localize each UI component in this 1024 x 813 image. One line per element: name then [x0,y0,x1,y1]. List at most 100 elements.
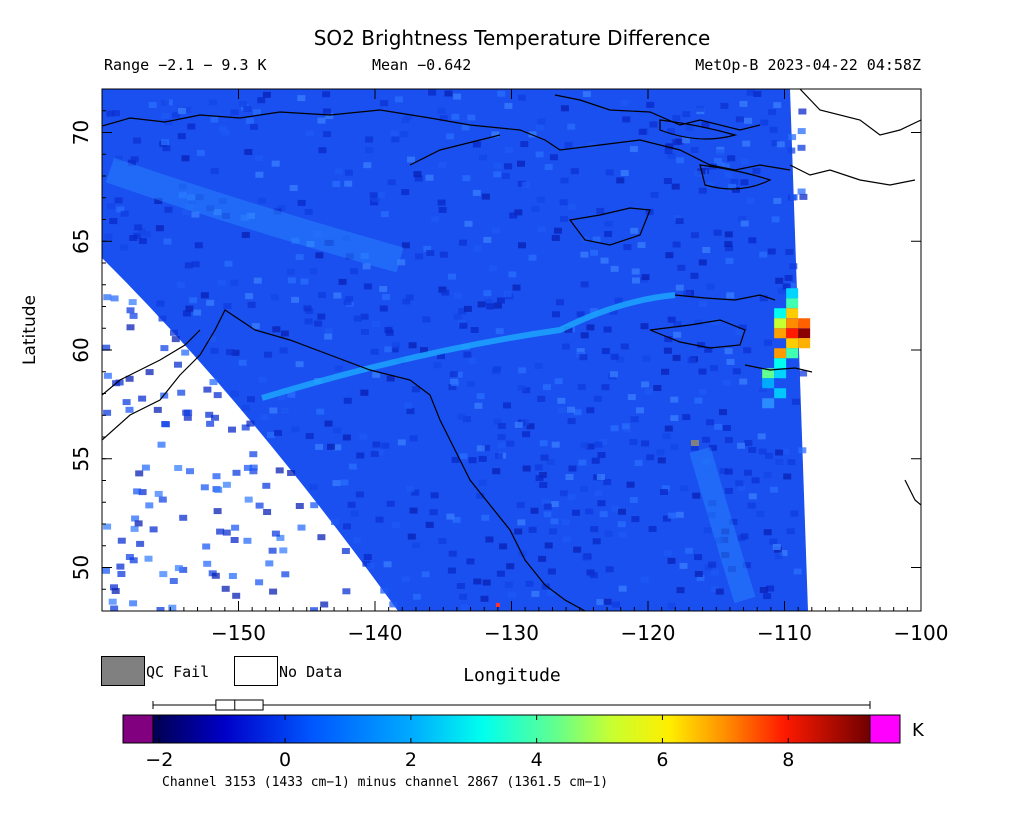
swath-pixel [694,319,703,326]
swath-pixel [370,199,379,206]
swath-pixel [564,142,573,149]
swath-pixel [508,592,516,598]
swath-pixel [605,169,614,176]
swath-pixel [145,502,154,509]
swath-pixel [276,534,285,541]
swath-pixel [634,460,643,466]
swath-pixel [169,578,178,584]
swath-pixel [213,392,222,399]
swath-pixel [133,488,142,495]
lon-tick-label: −140 [348,621,403,645]
swath-pixel [630,227,639,234]
swath-pixel [444,90,453,97]
swath-pixel [459,322,468,329]
swath-pixel [382,294,391,300]
swath-pixel [789,194,798,201]
swath-pixel [586,324,595,331]
swath-pixel [184,262,193,269]
swath-pixel [722,425,731,431]
swath-pixel [324,333,333,340]
swath-pixel [769,538,778,545]
swath-pixel [247,301,256,308]
swath-pixel [748,493,757,500]
swath-pixel [601,348,610,355]
swath-pixel [457,413,466,420]
swath-pixel [322,91,331,98]
swath-pixel [243,105,252,112]
colorbar-tick-label: 8 [782,749,794,771]
swath-pixel [344,169,353,176]
swath-pixel [564,326,573,333]
swath-pixel [223,303,232,309]
swath-pixel [164,206,173,213]
swath-pixel [539,482,548,488]
swath-pixel [663,347,672,354]
swath-pixel [222,529,231,536]
swath-pixel [397,259,406,266]
swath-pixel [210,116,219,123]
swath-pixel [208,336,217,343]
swath-pixel [350,510,359,517]
swath-pixel [610,353,619,360]
swath-pixel [454,371,463,378]
swath-pixel [277,394,286,401]
swath-pixel [172,112,181,119]
swath-pixel [342,434,351,441]
swath-pixel [586,443,595,450]
swath-pixel [798,447,807,454]
swath-pixel [154,490,163,497]
swath-pixel [620,343,629,350]
swath-pixel [725,257,734,264]
swath-pixel [618,585,627,592]
swath-pixel [304,208,313,215]
swath-pixel [517,180,526,187]
swath-pixel [200,292,209,299]
colorbar-ramp [152,714,871,744]
swath-pixel [371,321,380,328]
swath-pixel [497,423,506,429]
swath-pixel [702,247,711,253]
swath-pixel [380,587,389,594]
swath-pixel [439,115,448,122]
swath-pixel [462,175,471,182]
swath-pixel [623,244,632,251]
swath-pixel [504,581,513,588]
swath-pixel [154,198,163,204]
swath-pixel [752,167,761,174]
bright-band [261,292,676,401]
swath-pixel [713,229,722,236]
swath-pixel [604,231,613,237]
swath-pixel [438,538,447,544]
range-text: Range −2.1 − 9.3 K [104,56,267,74]
swath-pixel [735,480,744,487]
swath-pixel [690,232,699,239]
swath-pixel [526,423,535,430]
swath-pixel [103,294,112,301]
swath-pixel [728,183,737,190]
swath-pixel [726,358,735,365]
swath-pixel [342,235,351,242]
swath-pixel [468,457,477,464]
swath-pixel [310,607,318,611]
swath-pixel [206,420,215,427]
swath-pixel [735,116,744,123]
swath-pixel [446,513,455,520]
swath-pixel [748,447,757,453]
swath-pixel [331,519,340,526]
swath-pixel [130,156,139,163]
swath-pixel [415,253,424,260]
swath-pixel [782,283,791,290]
swath-pixel [769,126,778,133]
swath-pixel [720,102,729,109]
swath-pixel [310,502,319,509]
swath-pixel [518,242,526,249]
swath-pixel [591,457,600,464]
swath-pixel [661,368,670,375]
swath-pixel [546,459,555,465]
swath-pixel [670,396,679,403]
swath-pixel [667,316,676,323]
swath-pixel [594,490,603,497]
swath-pixel [409,435,418,442]
swath-pixel [170,329,178,336]
swath-pixel [332,480,341,487]
